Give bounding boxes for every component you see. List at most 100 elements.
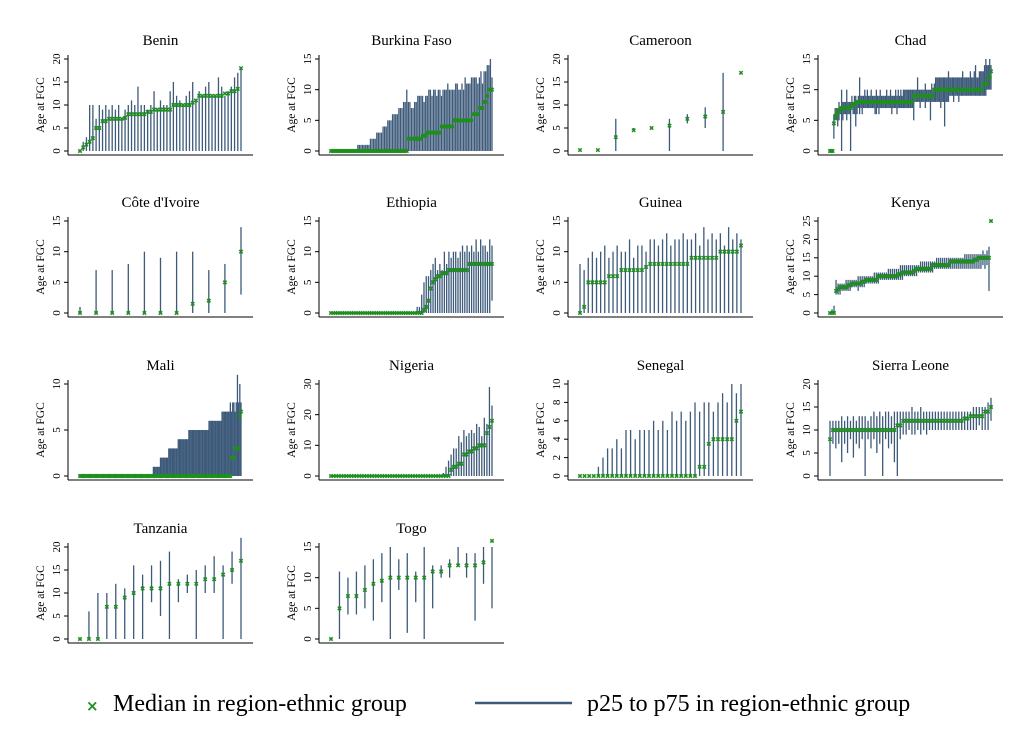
median-marker: [211, 576, 217, 582]
y-axis-label: Age at FGC: [785, 77, 797, 133]
median-marker: [830, 148, 835, 154]
median-marker: [469, 118, 474, 123]
median-marker: [988, 218, 994, 224]
panel-title: Mali: [146, 358, 174, 374]
median-marker: [119, 116, 125, 122]
median-marker: [738, 70, 744, 76]
y-tick-label: 20: [302, 409, 314, 421]
y-tick-label: 20: [551, 53, 563, 65]
median-marker: [238, 249, 244, 254]
y-tick-label: 0: [302, 636, 314, 642]
median-marker: [738, 409, 744, 414]
median-marker: [720, 109, 726, 115]
y-tick-label: 5: [801, 291, 813, 297]
panel-kenya: Kenya Age at FGC 0 5 10 15 20 25: [785, 195, 1003, 318]
median-marker: [582, 473, 587, 479]
median-marker: [577, 310, 583, 316]
median-marker: [84, 142, 89, 147]
y-tick-label: 15: [302, 541, 314, 553]
y-tick-label: 5: [801, 117, 813, 123]
median-marker: [404, 148, 409, 154]
median-marker: [483, 99, 488, 105]
y-tick-label: 10: [302, 572, 314, 584]
median-marker: [874, 277, 879, 283]
median-marker: [93, 310, 99, 316]
y-tick-label: 2: [551, 455, 563, 461]
median-marker: [631, 267, 636, 273]
median-marker: [482, 443, 487, 448]
median-marker: [238, 65, 244, 71]
median-marker: [714, 255, 719, 261]
median-marker: [613, 134, 619, 140]
median-marker: [104, 604, 110, 610]
y-tick-label: 10: [302, 84, 314, 96]
median-marker: [693, 255, 698, 261]
y-tick-label: 0: [302, 148, 314, 154]
median-marker: [594, 280, 599, 285]
median-marker: [229, 567, 235, 573]
median-marker: [692, 473, 698, 479]
y-tick-label: 10: [51, 587, 63, 599]
median-marker: [87, 139, 92, 145]
median-marker: [697, 464, 702, 470]
y-axis-label: Age at FGC: [286, 77, 298, 133]
median-marker: [328, 636, 334, 642]
median-marker: [484, 430, 490, 436]
median-marker: [600, 473, 606, 479]
y-axis-label: Age at FGC: [286, 565, 298, 621]
median-marker: [643, 264, 649, 270]
median-marker: [720, 436, 725, 442]
y-tick-label: 20: [51, 53, 63, 65]
median-marker: [656, 261, 661, 267]
y-tick-label: 15: [302, 215, 314, 227]
legend-range-label: p25 to p75 in region-ethnic group: [587, 691, 910, 717]
y-tick-label: 20: [801, 233, 813, 245]
median-marker: [158, 586, 163, 591]
median-marker: [738, 243, 744, 248]
median-marker: [988, 404, 994, 410]
median-marker: [405, 575, 410, 580]
y-tick-label: 5: [51, 613, 63, 619]
panel-togo: Togo Age at FGC 0 5 10 15: [286, 521, 504, 644]
median-marker: [986, 255, 992, 261]
median-marker: [487, 424, 492, 430]
median-marker: [236, 446, 241, 451]
median-marker: [174, 310, 179, 316]
median-marker: [628, 473, 633, 479]
median-marker: [426, 298, 431, 303]
median-marker: [609, 473, 615, 479]
median-marker: [459, 461, 464, 466]
median-marker: [627, 267, 632, 273]
median-marker: [892, 427, 897, 433]
y-axis-label: Age at FGC: [286, 239, 298, 295]
median-marker: [702, 114, 708, 119]
median-marker: [711, 436, 716, 442]
median-marker: [664, 261, 669, 267]
median-marker: [446, 473, 451, 479]
median-marker: [122, 115, 128, 121]
median-marker: [396, 575, 402, 580]
median-marker: [689, 255, 694, 261]
y-tick-label: 8: [551, 399, 563, 405]
median-marker: [724, 436, 730, 442]
panel-sierra-leone: Sierra Leone Age at FGC 0 5 10 15 20: [785, 358, 1003, 481]
y-axis-label: Age at FGC: [535, 402, 547, 458]
median-marker: [705, 255, 711, 261]
median-marker: [193, 98, 199, 103]
median-marker: [685, 116, 690, 122]
y-tick-label: 10: [801, 84, 813, 96]
median-marker: [142, 310, 147, 316]
y-tick-label: 10: [551, 246, 563, 258]
median-marker: [647, 261, 653, 267]
median-marker: [590, 280, 595, 285]
median-marker: [586, 280, 591, 285]
median-marker: [632, 473, 638, 479]
panel-chad: Chad Age at FGC 0 5 10 15: [785, 33, 1003, 156]
median-marker: [581, 304, 587, 310]
y-tick-label: 10: [551, 378, 563, 390]
panel-benin: Benin Age at FGC 0 5 10 15 20: [35, 33, 253, 156]
median-marker: [685, 261, 690, 267]
median-marker: [637, 473, 643, 479]
y-tick-label: 5: [551, 125, 563, 131]
median-marker: [619, 267, 624, 273]
